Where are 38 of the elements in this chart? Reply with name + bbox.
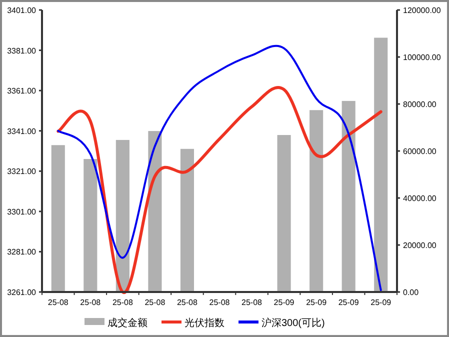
y-tick-label: 3281.00 xyxy=(7,248,37,257)
bar xyxy=(277,135,291,292)
y-tick-label: 3381.00 xyxy=(7,46,37,56)
y-tick-label: 3361.00 xyxy=(7,86,37,96)
bar xyxy=(116,140,130,292)
x-tick-label: 25-09 xyxy=(274,298,295,307)
y-tick-label: 3401.00 xyxy=(7,6,37,15)
bar xyxy=(180,148,194,292)
y-tick-label: 3261.00 xyxy=(7,288,37,297)
y2-tick-label: 120000.00 xyxy=(403,6,442,15)
x-tick-label: 25-09 xyxy=(370,298,392,307)
x-tick-label: 25-08 xyxy=(144,298,166,307)
legend-label: 沪深300(可比) xyxy=(262,317,325,329)
x-tick-label: 25-08 xyxy=(242,298,263,307)
y2-tick-label: 60000.00 xyxy=(403,147,437,156)
bar xyxy=(310,110,324,292)
y2-tick-label: 0.00 xyxy=(403,288,420,297)
bar xyxy=(84,158,98,292)
x-tick-label: 25-08 xyxy=(209,298,230,307)
legend-label: 成交金额 xyxy=(108,317,148,329)
x-tick-label: 25-08 xyxy=(80,298,102,307)
y2-tick-label: 80000.00 xyxy=(403,100,437,109)
x-tick-label: 25-08 xyxy=(48,298,69,307)
x-tick-label: 25-08 xyxy=(176,298,198,307)
x-tick-label: 25-09 xyxy=(306,298,328,307)
y2-tick-label: 20000.00 xyxy=(403,241,437,250)
x-tick-label: 25-09 xyxy=(338,298,360,307)
y-tick-label: 3301.00 xyxy=(7,207,37,216)
y-tick-label: 3341.00 xyxy=(7,126,37,136)
legend-label: 光伏指数 xyxy=(184,317,224,329)
bar xyxy=(148,131,162,292)
x-tick-label: 25-08 xyxy=(112,298,134,307)
bar xyxy=(374,38,388,292)
bar xyxy=(51,145,65,292)
y2-tick-label: 100000.00 xyxy=(403,53,442,62)
y-tick-label: 3321.00 xyxy=(7,167,37,176)
y2-tick-label: 40000.00 xyxy=(403,194,437,203)
bar xyxy=(342,100,356,292)
